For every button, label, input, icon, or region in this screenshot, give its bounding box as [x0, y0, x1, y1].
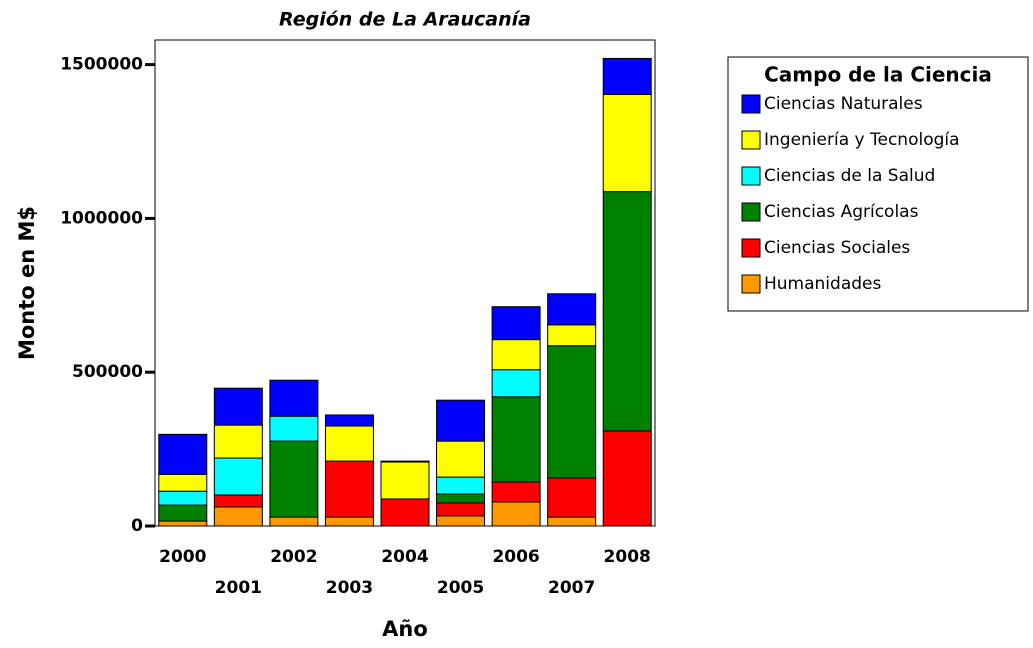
bar-segment	[491, 501, 541, 527]
bar-segment	[547, 345, 597, 479]
x-tick-label: 2001	[215, 578, 262, 598]
bar-segment	[436, 502, 486, 517]
bar-segment	[213, 494, 263, 508]
y-tick-label: 1500000	[60, 55, 143, 75]
legend-label: Ciencias Agrícolas	[764, 202, 919, 222]
legend-label: Humanidades	[764, 274, 881, 294]
y-axis-label: Monto en M$	[15, 206, 39, 360]
bar-segment	[436, 440, 486, 478]
bar-segment	[158, 473, 208, 492]
bar-segment	[380, 461, 430, 500]
legend-label: Ciencias de la Salud	[764, 166, 935, 186]
bar-segment	[602, 57, 652, 95]
chart-title: Región de La Araucanía	[279, 9, 531, 31]
legend-label: Ciencias Naturales	[764, 94, 923, 114]
bar-segment	[547, 324, 597, 347]
bar-segment	[436, 476, 486, 495]
bar-segment	[324, 460, 374, 518]
bar-segment	[491, 369, 541, 398]
bar-segment	[269, 379, 319, 417]
x-tick-label: 2008	[604, 547, 651, 567]
bar-segment	[380, 460, 430, 463]
bar-segment	[269, 415, 319, 442]
legend-swatch	[741, 202, 761, 222]
x-tick-label: 2003	[326, 578, 373, 598]
x-tick-label: 2004	[381, 547, 428, 567]
legend-title: Campo de la Ciencia	[764, 63, 992, 87]
bar-segment	[547, 293, 597, 326]
bar-segment	[213, 506, 263, 527]
bar-segment	[547, 516, 597, 527]
bar-segment	[436, 515, 486, 527]
bar-segment	[158, 433, 208, 475]
legend-swatch	[741, 130, 761, 150]
legend-box	[727, 56, 1029, 312]
bar-segment	[491, 306, 541, 341]
bar-segment	[602, 93, 652, 193]
x-tick-label: 2002	[270, 547, 317, 567]
y-tick-label: 1000000	[60, 208, 143, 228]
bar-segment	[158, 504, 208, 522]
y-tick-label: 500000	[72, 362, 143, 382]
bar-segment	[436, 399, 486, 442]
bar-segment	[213, 387, 263, 426]
bar-segment	[491, 396, 541, 483]
legend-swatch	[741, 94, 761, 114]
bar-segment	[269, 516, 319, 527]
bar-segment	[547, 477, 597, 518]
legend-swatch	[741, 166, 761, 186]
bar-segment	[213, 457, 263, 496]
x-tick-label: 2007	[548, 578, 595, 598]
x-axis-label: Año	[382, 617, 428, 641]
bar-segment	[602, 191, 652, 432]
x-tick-label: 2005	[437, 578, 484, 598]
legend-label: Ingeniería y Tecnología	[764, 130, 960, 150]
bar-segment	[436, 493, 486, 504]
bar-segment	[269, 440, 319, 518]
bar-segment	[324, 516, 374, 527]
bar-segment	[213, 424, 263, 459]
bar-segment	[324, 425, 374, 462]
legend-swatch	[741, 238, 761, 258]
x-tick-label: 2006	[492, 547, 539, 567]
bar-segment	[158, 520, 208, 527]
x-tick-label: 2000	[159, 547, 206, 567]
bar-segment	[380, 498, 430, 527]
bar-segment	[491, 339, 541, 371]
bar-segment	[602, 430, 652, 527]
bar-segment	[158, 490, 208, 506]
legend-swatch	[741, 274, 761, 294]
legend-label: Ciencias Sociales	[764, 238, 910, 258]
bar-segment	[324, 414, 374, 427]
bar-segment	[491, 481, 541, 503]
y-tick-label: 0	[131, 516, 143, 536]
